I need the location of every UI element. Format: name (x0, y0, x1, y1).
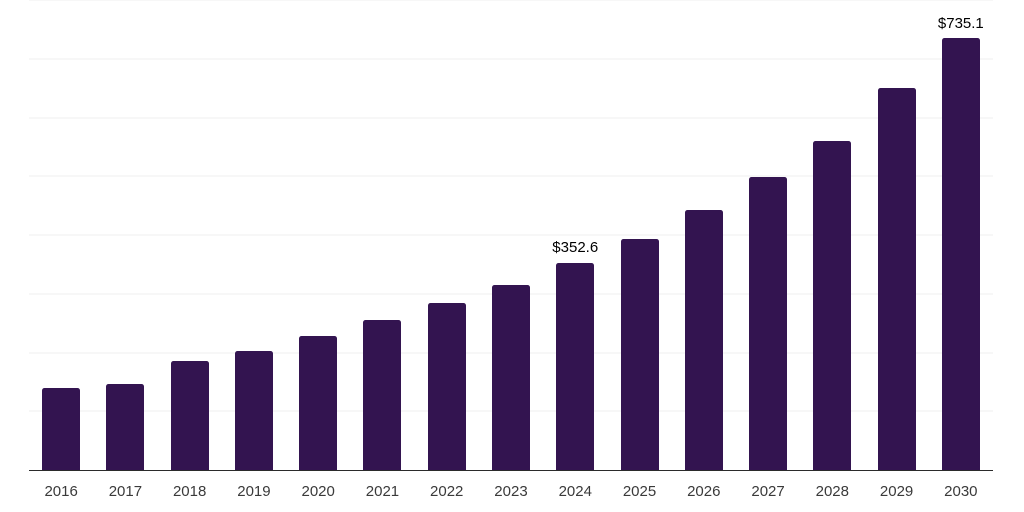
x-tick-label-2024: 2024 (558, 482, 592, 500)
bar-2026 (684, 210, 723, 470)
bar-column-2029 (864, 0, 928, 470)
x-tick-label-2016: 2016 (44, 482, 78, 500)
x-tick-label-2029: 2029 (879, 482, 914, 500)
x-axis-line (29, 469, 993, 471)
bar-column-2018 (158, 0, 222, 470)
bar-2023 (491, 284, 530, 470)
x-tick-label-2017: 2017 (108, 482, 143, 500)
bar-column-2021 (350, 0, 414, 470)
x-tick-label-2027: 2027 (751, 482, 785, 500)
x-tick-label-2026: 2026 (687, 482, 721, 500)
bar-2029 (877, 88, 916, 470)
bar-column-2019 (222, 0, 286, 470)
bar-2016 (42, 388, 81, 470)
bar-2027 (749, 177, 788, 470)
x-tick-label-2025: 2025 (622, 482, 657, 500)
bar-2025 (620, 238, 659, 470)
bar-2017 (106, 383, 145, 470)
x-axis-labels: 2016 2017 2018 2019 2020 2021 2022 2023 2024 2025… (29, 470, 993, 512)
bar-column-2023 (479, 0, 543, 470)
bar-column-2030: $735.1 (929, 0, 993, 470)
bar-2022 (427, 302, 466, 470)
bar-2019 (234, 350, 273, 470)
bar-column-2025 (607, 0, 671, 470)
x-tick-label-2030: 2030 (944, 482, 978, 500)
gridline (29, 117, 993, 118)
x-tick-label-2019: 2019 (237, 482, 271, 500)
x-tick-label-2021: 2021 (365, 482, 400, 500)
bar-column-2022 (415, 0, 479, 470)
gridline (29, 175, 993, 177)
bar-2028 (813, 140, 852, 470)
value-label-2030: $735.1 (937, 14, 984, 32)
bar-column-2024: $352.6 (543, 0, 607, 470)
gridline (29, 58, 993, 60)
bar-column-2020 (286, 0, 350, 470)
gridline (29, 0, 993, 1)
bars: $352.6 $735.1 (29, 0, 993, 470)
x-tick-label-2028: 2028 (815, 482, 849, 500)
bar-column-2027 (736, 0, 800, 470)
bar-column-2026 (672, 0, 736, 470)
gridline (29, 234, 993, 236)
bar-column-2016 (29, 0, 93, 470)
value-label-2024: $352.6 (552, 239, 599, 257)
x-tick-label-2018: 2018 (172, 482, 207, 500)
x-tick-label-2022: 2022 (430, 482, 464, 500)
bar-2018 (170, 361, 209, 470)
bar-2020 (299, 336, 338, 470)
bar-2030: $735.1 (938, 15, 984, 470)
bar-2021 (363, 320, 402, 470)
x-tick-label-2020: 2020 (301, 482, 335, 500)
x-tick-label-2023: 2023 (494, 482, 528, 500)
plot-area: $352.6 $735.1 (29, 0, 993, 471)
bar-2024: $352.6 (552, 240, 598, 470)
bar-column-2017 (93, 0, 157, 470)
bar-column-2028 (800, 0, 864, 470)
